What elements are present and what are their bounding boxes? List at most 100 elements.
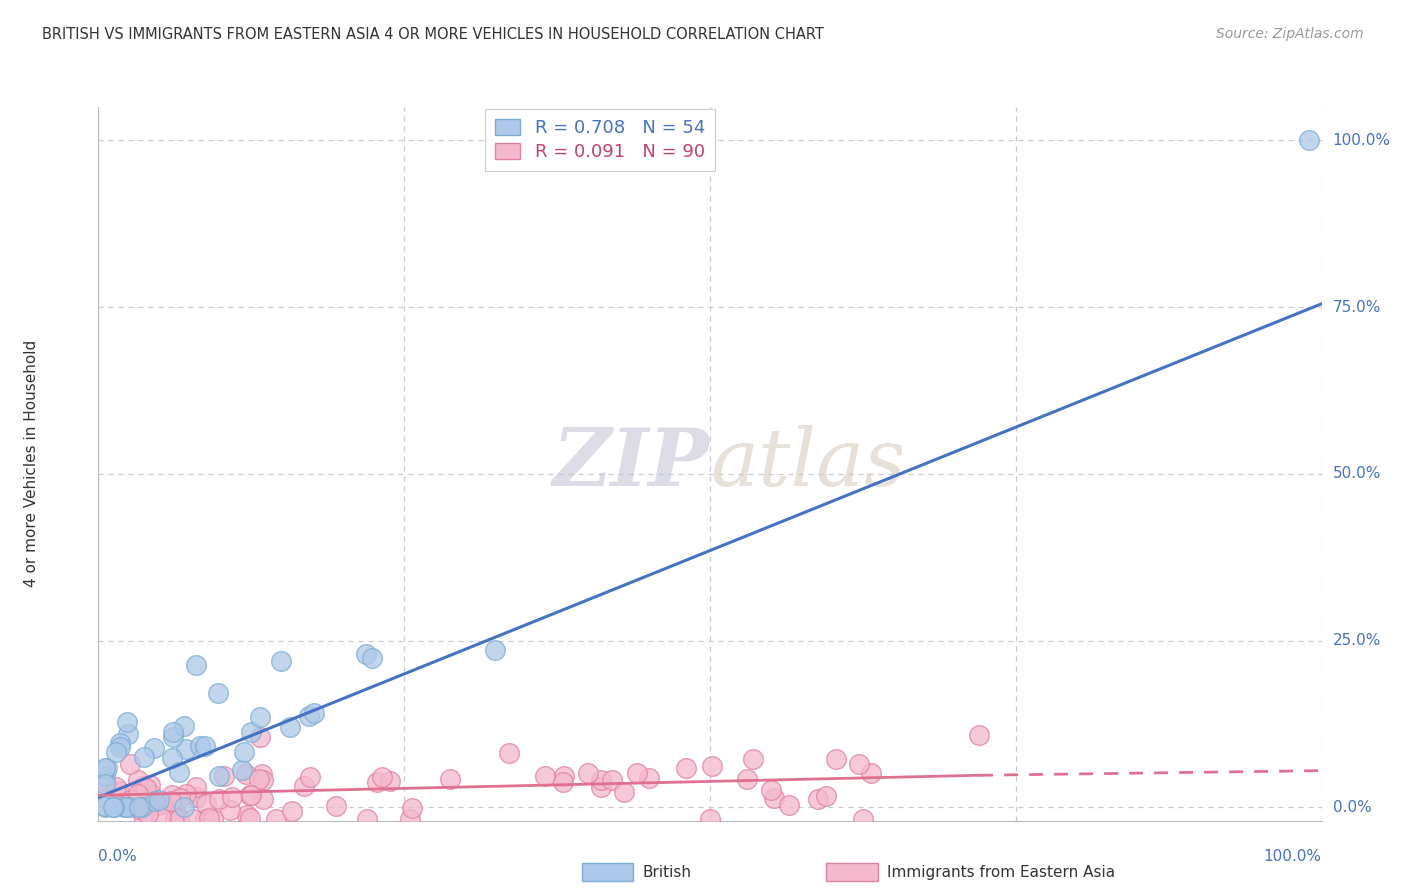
Point [93, 799, 115, 814]
Point [190, 739, 212, 753]
Point [127, 789, 149, 804]
Point [553, 769, 575, 783]
Point [700, 759, 723, 773]
Point [93, 777, 115, 791]
Point [233, 745, 256, 759]
Point [252, 772, 274, 787]
Point [252, 792, 274, 806]
Point [186, 658, 208, 673]
Point [553, 774, 575, 789]
Point [143, 794, 166, 808]
Point [236, 808, 259, 822]
Text: British: British [643, 864, 692, 880]
Text: 25.0%: 25.0% [1333, 633, 1381, 648]
Point [249, 730, 271, 744]
Point [240, 725, 263, 739]
Point [128, 800, 150, 814]
Point [181, 813, 204, 827]
Point [298, 770, 321, 784]
Point [152, 797, 174, 811]
Point [401, 801, 423, 815]
Point [298, 709, 321, 723]
Point [859, 766, 882, 780]
Point [173, 718, 195, 732]
Point [761, 782, 783, 797]
Point [762, 790, 785, 805]
Point [1298, 133, 1320, 147]
Point [132, 813, 155, 827]
Point [675, 761, 697, 775]
Point [104, 780, 127, 795]
Text: atlas: atlas [710, 425, 905, 502]
Point [112, 800, 135, 814]
Point [131, 800, 153, 814]
Point [194, 739, 217, 753]
Point [167, 813, 190, 827]
Point [534, 769, 557, 783]
FancyBboxPatch shape [582, 863, 633, 881]
Text: 0.0%: 0.0% [1333, 800, 1371, 814]
Point [221, 790, 243, 805]
Point [174, 742, 197, 756]
Point [378, 773, 401, 788]
Point [214, 769, 236, 783]
Point [139, 778, 162, 792]
Point [93, 774, 115, 789]
Text: 100.0%: 100.0% [1333, 133, 1391, 148]
Point [252, 766, 274, 780]
Point [120, 756, 142, 771]
Point [231, 763, 253, 777]
Point [110, 736, 132, 750]
Point [825, 752, 848, 766]
Point [439, 772, 461, 786]
Point [108, 784, 131, 798]
Point [852, 813, 875, 827]
Point [278, 720, 301, 734]
Text: BRITISH VS IMMIGRANTS FROM EASTERN ASIA 4 OR MORE VEHICLES IN HOUSEHOLD CORRELAT: BRITISH VS IMMIGRANTS FROM EASTERN ASIA … [42, 27, 824, 42]
Point [120, 793, 142, 807]
Point [498, 747, 520, 761]
Point [195, 797, 218, 811]
Point [160, 794, 183, 808]
Point [699, 813, 721, 827]
Point [160, 751, 183, 765]
Point [742, 752, 765, 766]
Point [115, 714, 138, 729]
Point [186, 789, 208, 804]
Point [149, 810, 172, 824]
Point [264, 813, 287, 827]
Point [356, 813, 378, 827]
Point [124, 794, 146, 808]
Point [280, 805, 302, 819]
Point [93, 800, 115, 814]
Point [142, 741, 165, 756]
Legend: R = 0.708   N = 54, R = 0.091   N = 90: R = 0.708 N = 54, R = 0.091 N = 90 [485, 109, 714, 170]
Point [735, 772, 758, 786]
Point [148, 793, 170, 807]
Point [165, 813, 187, 827]
FancyBboxPatch shape [827, 863, 877, 881]
Point [139, 787, 162, 801]
Point [292, 779, 315, 793]
Text: 0.0%: 0.0% [98, 849, 138, 864]
Point [162, 789, 184, 803]
Point [591, 773, 613, 788]
Point [778, 798, 800, 813]
Point [304, 706, 326, 720]
Point [613, 784, 636, 798]
Point [240, 788, 263, 802]
Text: ZIP: ZIP [553, 425, 710, 502]
Point [219, 803, 242, 817]
Point [600, 772, 623, 787]
Point [110, 796, 132, 810]
Point [108, 739, 131, 754]
Point [325, 798, 347, 813]
Point [105, 745, 128, 759]
Text: 75.0%: 75.0% [1333, 300, 1381, 315]
Point [247, 772, 270, 786]
Text: 100.0%: 100.0% [1264, 849, 1322, 864]
Point [132, 749, 155, 764]
Point [249, 710, 271, 724]
Point [235, 767, 257, 781]
Point [162, 730, 184, 744]
